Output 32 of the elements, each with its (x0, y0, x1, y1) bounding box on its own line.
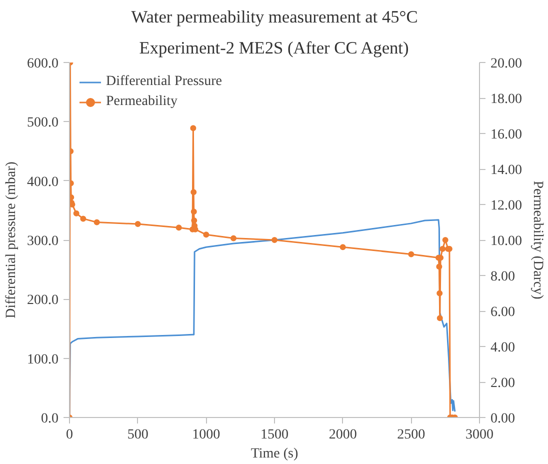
y2-tick-label: 8.00 (490, 270, 515, 284)
y-tick-label: 500.0 (27, 116, 58, 131)
y-tick-label: 0.0 (41, 412, 58, 426)
y-tick-label: 400.0 (27, 174, 58, 190)
x-tick-label: 1000 (192, 428, 220, 442)
legend-label: Differential Pressure (106, 74, 222, 90)
y2-tick-label: 14.00 (490, 163, 522, 178)
y-tick-label: 100.0 (27, 352, 58, 368)
y-tick-label: 600.0 (27, 56, 58, 72)
x-tick-label: 500 (127, 428, 148, 442)
y2-tick-label: 2.00 (490, 376, 515, 391)
y2-tick-label: 18.00 (490, 92, 522, 107)
chart-subtitle: Experiment-2 ME2S (After CC Agent) (139, 38, 409, 58)
y2-tick-label: 20.00 (490, 56, 522, 72)
x-tick-label: 2000 (328, 428, 357, 442)
y2-tick-label: 6.00 (490, 305, 515, 320)
chart-title: Water permeability measurement at 45°C (131, 8, 418, 26)
x-tick-label: 2500 (397, 428, 426, 442)
y2-tick-label: 0.00 (490, 412, 515, 426)
y2-axis-title: Permeability (Darcy) (530, 180, 545, 300)
y2-tick-label: 10.00 (490, 234, 522, 249)
y2-tick-label: 16.00 (490, 128, 522, 142)
y-tick-label: 300.0 (27, 234, 58, 249)
x-tick-label: 3000 (466, 428, 494, 442)
y2-tick-label: 12.00 (490, 198, 522, 214)
y-axis-title: Differential pressure (mbar) (4, 161, 19, 318)
x-tick-label: 1500 (260, 428, 288, 442)
y-tick-label: 200.0 (27, 293, 58, 308)
legend-label: Permeability (106, 94, 178, 110)
x-tick-label: 0 (66, 428, 73, 442)
y2-tick-label: 4.00 (490, 340, 515, 356)
x-axis-title: Time (s) (250, 446, 298, 462)
